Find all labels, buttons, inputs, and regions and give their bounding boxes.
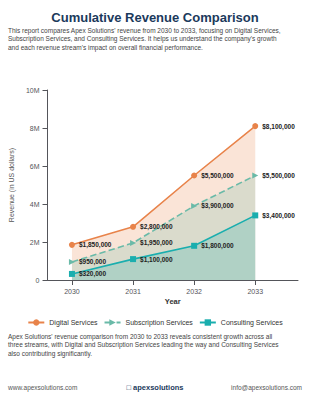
svg-text:$3,900,000: $3,900,000 <box>201 202 234 210</box>
svg-text:$2,800,000: $2,800,000 <box>140 223 173 231</box>
svg-text:$320,000: $320,000 <box>79 270 106 278</box>
svg-text:$1,100,000: $1,100,000 <box>140 256 173 264</box>
svg-text:Revenue (in US dollars): Revenue (in US dollars) <box>8 148 16 222</box>
svg-text:4M: 4M <box>30 201 40 208</box>
svg-text:$8,100,000: $8,100,000 <box>262 123 295 131</box>
svg-text:info@apexsolutions.com: info@apexsolutions.com <box>231 384 302 392</box>
svg-text:This report compares Apex Solu: This report compares Apex Solutions' rev… <box>8 27 281 35</box>
svg-text:Digital Services: Digital Services <box>49 319 98 327</box>
svg-text:6M: 6M <box>30 163 40 170</box>
svg-text:0: 0 <box>36 277 40 284</box>
svg-text:2M: 2M <box>30 239 40 246</box>
svg-text:2031: 2031 <box>125 288 141 295</box>
svg-text:8M: 8M <box>30 125 40 132</box>
svg-text:$5,500,000: $5,500,000 <box>262 172 295 180</box>
svg-text:$1,950,000: $1,950,000 <box>140 239 173 247</box>
svg-text:$3,400,000: $3,400,000 <box>262 212 295 220</box>
svg-text:2033: 2033 <box>247 288 263 295</box>
svg-text:and each revenue stream's impa: and each revenue stream's impact on over… <box>8 44 203 52</box>
svg-text:Year: Year <box>165 297 181 306</box>
svg-text:2030: 2030 <box>64 288 80 295</box>
svg-text:10M: 10M <box>26 87 40 94</box>
svg-text:Subscription Services, and Con: Subscription Services, and Consulting Se… <box>8 35 277 43</box>
svg-text:□ apexsolutions: □ apexsolutions <box>126 383 183 392</box>
svg-text:$5,500,000: $5,500,000 <box>201 172 234 180</box>
svg-text:$1,800,000: $1,800,000 <box>201 242 234 250</box>
svg-text:three streams, with Digital an: three streams, with Digital and Subscrip… <box>8 341 279 349</box>
svg-text:2032: 2032 <box>186 288 202 295</box>
svg-text:www.apexsolutions.com: www.apexsolutions.com <box>7 384 77 392</box>
svg-text:Consulting Services: Consulting Services <box>221 319 283 327</box>
svg-text:Subscription Services: Subscription Services <box>126 319 194 327</box>
svg-text:$950,000: $950,000 <box>79 258 106 266</box>
svg-text:also contributing significantl: also contributing significantly. <box>8 350 92 358</box>
svg-text:Cumulative Revenue Comparison: Cumulative Revenue Comparison <box>51 10 258 25</box>
svg-text:$1,850,000: $1,850,000 <box>79 241 112 249</box>
svg-text:Apex Solutions' revenue compar: Apex Solutions' revenue comparison from … <box>8 333 273 341</box>
